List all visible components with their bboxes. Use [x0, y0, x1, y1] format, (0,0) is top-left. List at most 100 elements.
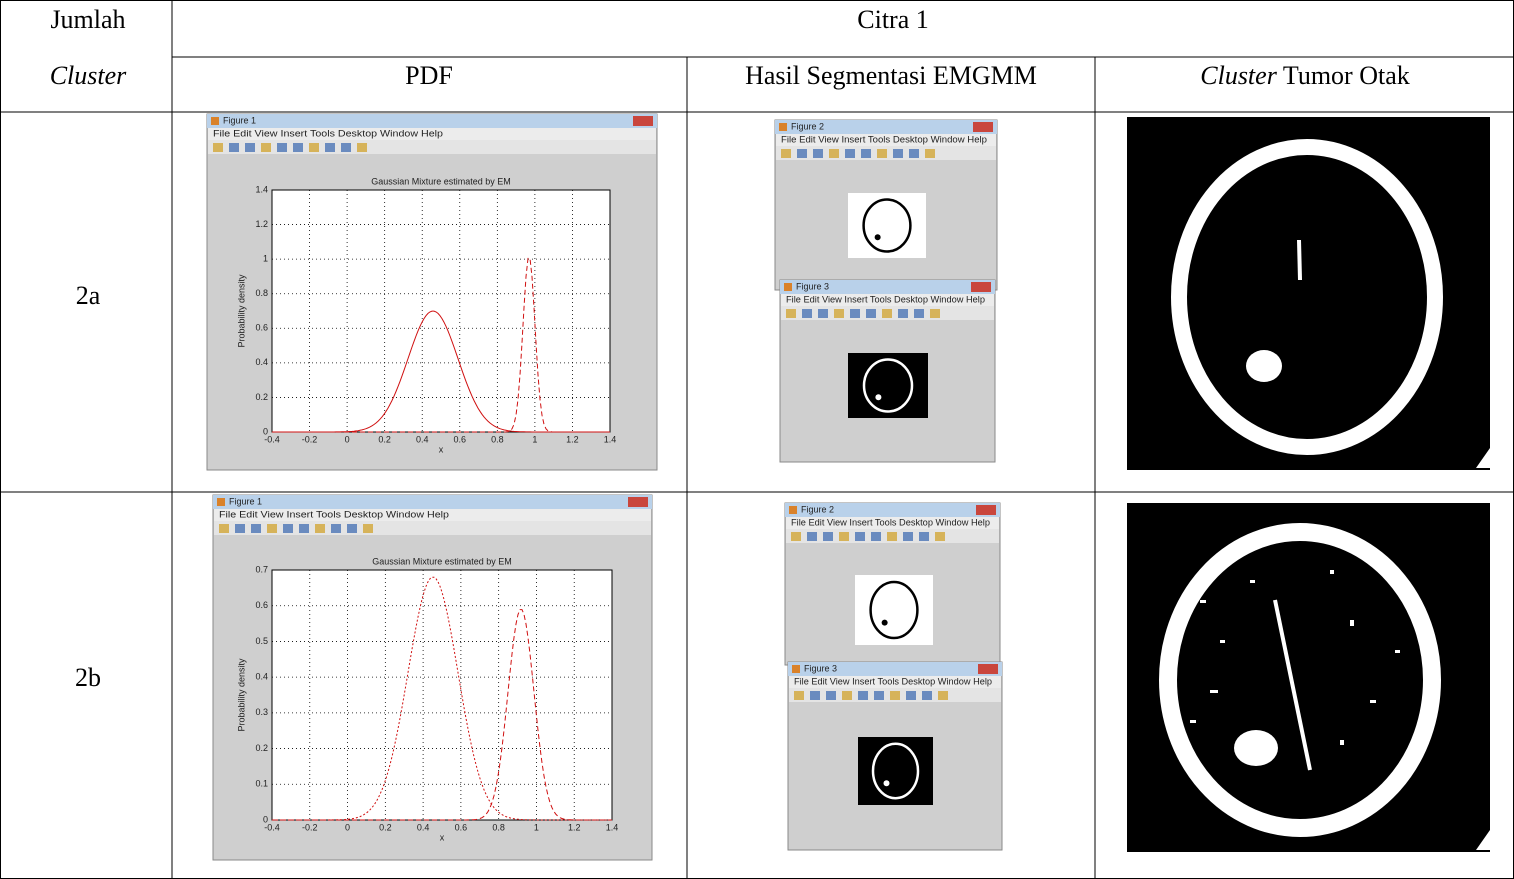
window-title: Figure 3 — [796, 281, 829, 291]
y-tick-label: 0 — [263, 814, 268, 824]
window-icon — [779, 123, 787, 131]
x-axis-label: x — [440, 832, 445, 842]
window-icon — [792, 665, 800, 673]
menu: File Edit View Insert Tools Desktop Wind… — [794, 676, 992, 686]
window-title: Figure 1 — [229, 496, 262, 506]
tool-icon — [871, 532, 881, 541]
pdf-screenshot: Figure 1File Edit View Insert Tools Desk… — [207, 114, 657, 470]
toolbar — [214, 521, 651, 535]
x-tick-label: 1 — [532, 434, 537, 444]
tool-icon — [807, 532, 817, 541]
x-tick-label: 0.4 — [416, 434, 429, 444]
title-bar — [213, 495, 652, 509]
close-button — [971, 282, 991, 292]
tool-icon — [219, 524, 229, 533]
segmentation-blob — [875, 394, 881, 400]
tool-icon — [893, 149, 903, 158]
tumor-image — [1127, 117, 1490, 470]
y-tick-label: 0.2 — [255, 392, 268, 402]
y-tick-label: 1.4 — [255, 184, 268, 194]
x-tick-label: 0.2 — [379, 822, 392, 832]
tumor-blob — [1246, 350, 1282, 382]
header-cell: PDF — [405, 61, 453, 90]
plot-area — [272, 190, 610, 432]
header-cell: Cluster — [50, 61, 127, 90]
y-axis-label: Probability density — [236, 274, 246, 348]
tool-icon — [267, 524, 277, 533]
tool-icon — [235, 524, 245, 533]
tool-icon — [855, 532, 865, 541]
tool-icon — [229, 143, 239, 152]
tool-icon — [357, 143, 367, 152]
plot-title: Gaussian Mixture estimated by EM — [371, 176, 511, 186]
tool-icon — [866, 309, 876, 318]
window-title: Figure 2 — [801, 504, 834, 514]
x-tick-label: 1.2 — [568, 822, 581, 832]
close-button — [628, 497, 648, 507]
segmentation-image — [848, 193, 926, 258]
segmentation-screenshot: Figure 2 File Edit View Insert Tools Desk… — [775, 120, 997, 462]
x-tick-label: 1.4 — [604, 434, 617, 444]
tool-icon — [251, 524, 261, 533]
x-tick-label: 0.6 — [454, 434, 467, 444]
tool-icon — [261, 143, 271, 152]
tool-icon — [877, 149, 887, 158]
tool-icon — [781, 149, 791, 158]
tool-icon — [802, 309, 812, 318]
tool-icon — [363, 524, 373, 533]
tool-icon — [898, 309, 908, 318]
y-tick-label: 1.2 — [255, 219, 268, 229]
plot-title: Gaussian Mixture estimated by EM — [372, 556, 512, 566]
y-tick-label: 0.5 — [255, 636, 268, 646]
x-tick-label: 0 — [345, 822, 350, 832]
header-text: Tumor Otak — [1283, 61, 1410, 90]
tool-icon — [925, 149, 935, 158]
plot-area — [272, 570, 612, 820]
menu: File Edit View Insert Tools Desktop Wind… — [786, 294, 985, 304]
tool-icon — [903, 532, 913, 541]
tool-icon — [341, 143, 351, 152]
y-tick-label: 0.4 — [255, 672, 268, 682]
tool-icon — [325, 143, 335, 152]
menu: File Edit View Insert Tools Desktop Wind… — [791, 517, 990, 527]
tool-icon — [277, 143, 287, 152]
window-title: Figure 1 — [223, 115, 256, 125]
tool-icon — [874, 691, 884, 700]
tool-icon — [213, 143, 223, 152]
title-bar — [207, 114, 657, 128]
tool-icon — [845, 149, 855, 158]
tool-icon — [887, 532, 897, 541]
y-tick-label: 0.6 — [255, 323, 268, 333]
tool-icon — [930, 309, 940, 318]
tool-icon — [834, 309, 844, 318]
tool-icon — [791, 532, 801, 541]
document-table: Jumlah Cluster Citra 1 PDF Hasil Segment… — [0, 0, 1514, 879]
close-button — [973, 122, 993, 132]
window-icon — [789, 506, 797, 514]
y-axis-label: Probability density — [236, 658, 246, 732]
x-tick-label: -0.2 — [302, 822, 318, 832]
window-icon — [217, 498, 225, 506]
tool-icon — [293, 143, 303, 152]
tool-icon — [347, 524, 357, 533]
header-cell: Citra 1 — [857, 5, 929, 34]
segmentation-image — [858, 737, 933, 805]
tool-icon — [919, 532, 929, 541]
tool-icon — [882, 309, 892, 318]
header-emphasis: Cluster — [1200, 61, 1277, 90]
window-title: Figure 2 — [791, 121, 824, 131]
toolbar — [208, 140, 656, 154]
segmentation-blob — [882, 620, 888, 626]
x-tick-label: 0 — [345, 434, 350, 444]
tool-icon — [935, 532, 945, 541]
tool-icon — [826, 691, 836, 700]
tool-icon — [813, 149, 823, 158]
close-button — [633, 116, 653, 126]
menu: File Edit View Insert Tools Desktop Wind… — [219, 509, 449, 519]
tool-icon — [829, 149, 839, 158]
tool-icon — [823, 532, 833, 541]
window-icon — [211, 117, 219, 125]
tool-icon — [861, 149, 871, 158]
row-label: 2b — [75, 663, 101, 692]
tool-icon — [797, 149, 807, 158]
